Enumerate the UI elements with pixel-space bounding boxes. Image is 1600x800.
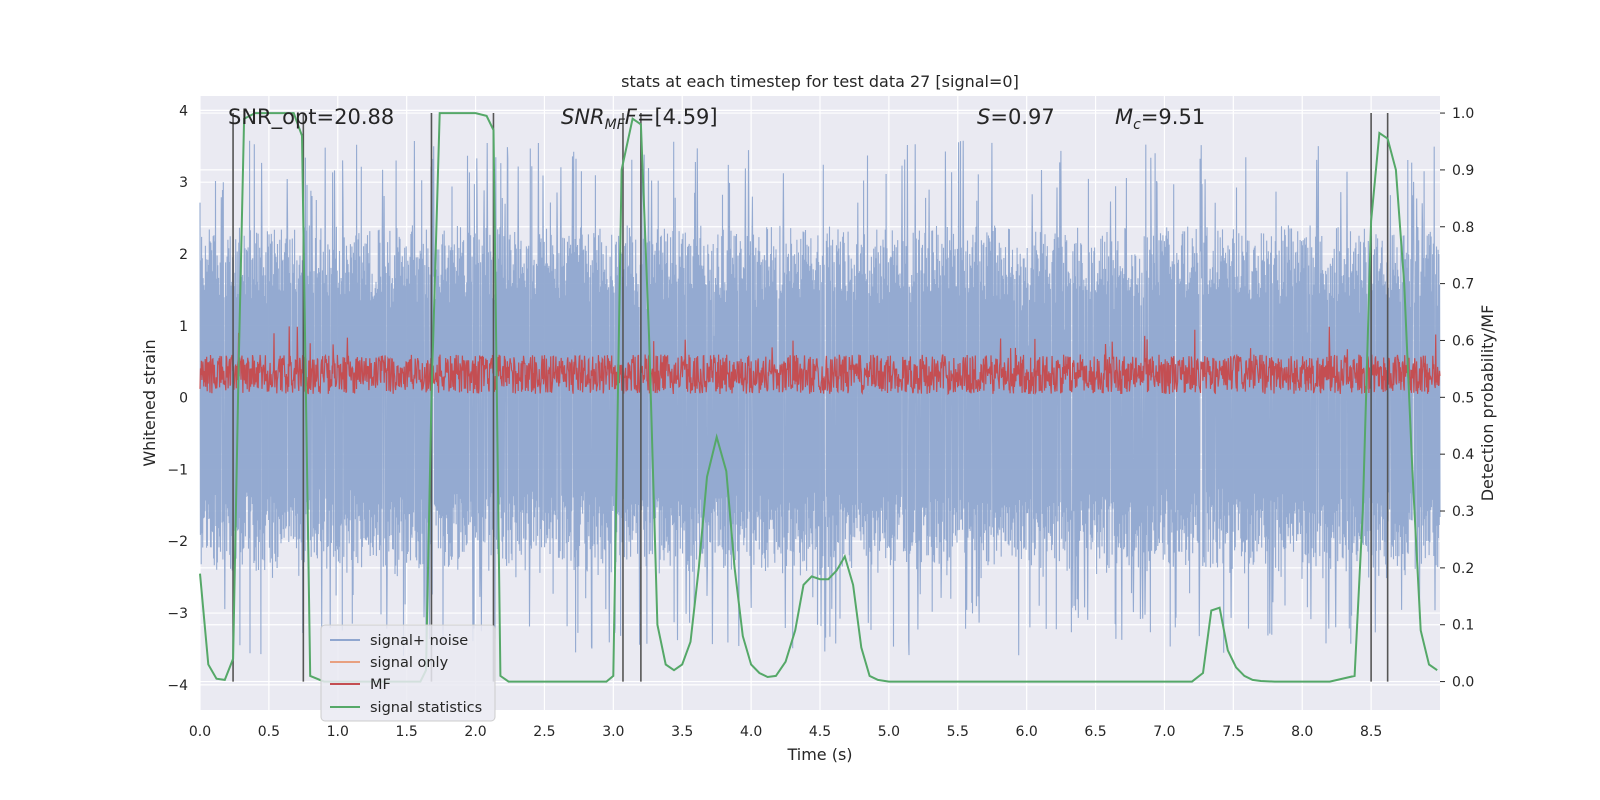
x-tick-label: 6.5 (1084, 724, 1106, 740)
chart-title: stats at each timestep for test data 27 … (621, 72, 1019, 91)
y-right-tick-label: 0.4 (1452, 447, 1474, 463)
mc-symbol: M (1115, 105, 1133, 129)
y-left-tick-label: −4 (167, 678, 188, 694)
y-left-tick-label: 3 (179, 175, 188, 191)
y-right-tick-labels: 0.0 0.1 0.2 0.3 0.4 0.5 0.6 0.7 0.8 0.9 1.0 (1440, 106, 1474, 691)
annotation-snr-mf: SNRMFF=[4.59] (561, 105, 718, 133)
x-tick-label: 4.5 (809, 724, 831, 740)
y-right-tick-label: 0.9 (1452, 163, 1474, 179)
legend-label-signal-statistics: signal statistics (370, 700, 482, 716)
legend-label-mf: MF (370, 677, 391, 693)
y-right-axis-label: Detection probability/MF (1478, 305, 1497, 502)
y-left-axis-label: Whitened strain (140, 339, 159, 466)
snr-mf-value: =[4.59] (637, 105, 718, 129)
x-tick-label: 5.0 (878, 724, 900, 740)
y-right-tick-label: 0.3 (1452, 504, 1474, 520)
annotation-mc: Mc=9.51 (1115, 105, 1205, 133)
annotation-s: S=0.97 (977, 105, 1055, 129)
vertical-lines (232, 113, 1389, 682)
y-left-tick-label: 2 (179, 247, 188, 263)
x-tick-label: 0.0 (189, 724, 211, 740)
s-symbol: S (977, 105, 990, 129)
x-tick-label: 2.5 (533, 724, 555, 740)
snr-mf-subscript: MF (605, 117, 626, 133)
x-tick-labels: 0.0 0.5 1.0 1.5 2.0 2.5 3.0 3.5 4.0 4.5 5.0 5.5 6.0 6… (189, 724, 1382, 740)
y-left-tick-label: −2 (167, 534, 188, 550)
x-tick-label: 6.0 (1016, 724, 1038, 740)
legend-label-signal-noise: signal+ noise (370, 633, 468, 649)
snr-mf-italic-f: F (625, 105, 638, 129)
y-right-tick-label: 0.5 (1452, 390, 1474, 406)
y-right-tick-label: 0.8 (1452, 220, 1474, 236)
x-tick-label: 8.0 (1291, 724, 1313, 740)
mf-line (199, 326, 1441, 396)
y-left-tick-label: 4 (179, 103, 188, 119)
y-left-tick-label: −1 (167, 462, 188, 478)
x-tick-label: 2.0 (464, 724, 486, 740)
y-right-tick-label: 0.7 (1452, 277, 1474, 293)
y-left-tick-label: −3 (167, 606, 188, 622)
y-left-tick-label: 1 (179, 319, 188, 335)
legend-box (320, 624, 496, 722)
legend: signal+ noise signal only MF signal stat… (320, 624, 496, 722)
x-axis-label: Time (s) (786, 745, 852, 764)
s-value: =0.97 (990, 105, 1054, 129)
x-tick-label: 7.5 (1222, 724, 1244, 740)
y-right-tick-label: 0.6 (1452, 333, 1474, 349)
series-signal-noise (199, 140, 1441, 656)
legend-label-signal-only: signal only (370, 655, 449, 671)
signal-noise-line (199, 140, 1441, 656)
y-right-tick-label: 1.0 (1452, 106, 1474, 122)
x-tick-label: 0.5 (258, 724, 280, 740)
y-left-tick-label: 0 (179, 391, 188, 407)
y-right-tick-label: 0.0 (1452, 675, 1474, 691)
x-tick-label: 3.5 (671, 724, 693, 740)
y-right-tick-label: 0.2 (1452, 561, 1474, 577)
x-tick-label: 1.5 (396, 724, 418, 740)
x-tick-label: 5.5 (947, 724, 969, 740)
x-tick-label: 8.5 (1360, 724, 1382, 740)
x-tick-label: 4.0 (740, 724, 762, 740)
mc-value: =9.51 (1141, 105, 1205, 129)
mc-subscript: c (1133, 117, 1141, 133)
y-right-tick-label: 0.1 (1452, 618, 1474, 634)
x-tick-label: 7.0 (1153, 724, 1175, 740)
snr-mf-symbol: SNR (561, 105, 605, 129)
x-tick-label: 3.0 (602, 724, 624, 740)
y-left-tick-labels: −4 −3 −2 −1 0 1 2 3 4 (167, 103, 188, 694)
x-tick-label: 1.0 (327, 724, 349, 740)
annotation-snr-opt: SNR_opt=20.88 (228, 105, 394, 130)
series-mf (199, 326, 1441, 396)
